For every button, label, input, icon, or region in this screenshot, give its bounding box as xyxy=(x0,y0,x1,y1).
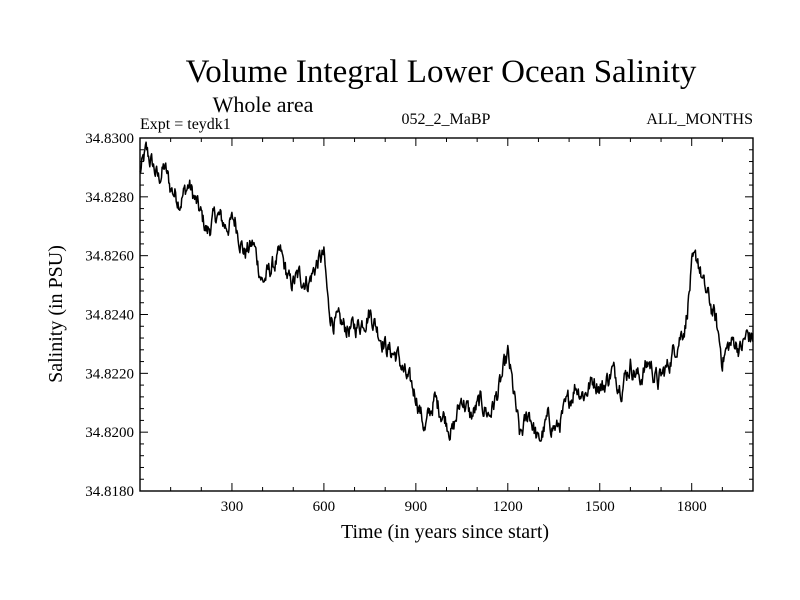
y-tick-label: 34.8240 xyxy=(85,308,134,324)
experiment-label: Expt = teydk1 xyxy=(140,116,231,133)
x-tick-label: 1500 xyxy=(585,499,615,515)
x-tick-label: 900 xyxy=(405,499,428,515)
x-tick-label: 1800 xyxy=(677,499,707,515)
chart-subtitle: Whole area xyxy=(213,92,314,117)
y-tick-label: 34.8180 xyxy=(85,484,134,500)
salinity-series-line xyxy=(139,141,754,442)
x-axis-title: Time (in years since start) xyxy=(341,521,549,543)
run-label: 052_2_MaBP xyxy=(402,111,491,128)
y-tick-label: 34.8280 xyxy=(85,190,134,206)
y-axis-title: Salinity (in PSU) xyxy=(45,245,67,383)
x-tick-label: 1200 xyxy=(493,499,523,515)
y-tick-label: 34.8260 xyxy=(85,249,134,265)
y-tick-label: 34.8200 xyxy=(85,425,134,441)
x-tick-label: 600 xyxy=(313,499,336,515)
x-tick-label: 300 xyxy=(221,499,244,515)
plot-frame xyxy=(139,137,754,492)
y-tick-label: 34.8220 xyxy=(85,366,134,382)
plot-area: 300 600 900 1200 1500 1800 34.8180 34.8200 34.82… xyxy=(85,131,754,515)
y-tick-label: 34.8300 xyxy=(85,131,134,147)
chart-title: Volume Integral Lower Ocean Salinity xyxy=(186,54,697,90)
months-label: ALL_MONTHS xyxy=(646,111,753,128)
